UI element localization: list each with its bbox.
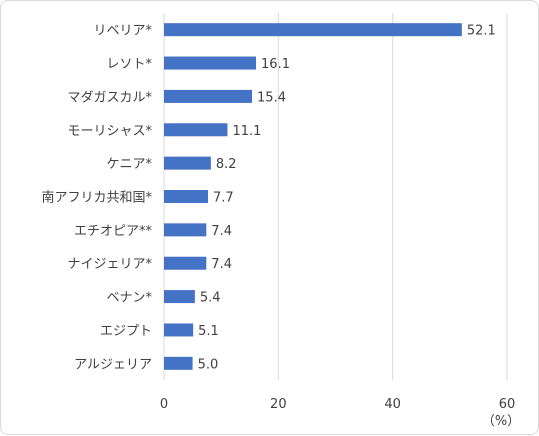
bar-5: [164, 190, 209, 203]
value-label-1: 16.1: [261, 57, 290, 72]
value-label-6: 7.4: [211, 224, 232, 239]
category-labels: リベリア* レソト* マダガスカル* モーリシャス* ケニア* 南アフリカ共和国* エチオピ…: [41, 24, 152, 373]
category-label-8: ベナン*: [106, 291, 152, 306]
bar-10: [164, 356, 193, 370]
x-axis-ticks: 0 20 40 60: [160, 397, 515, 412]
bar-6: [164, 223, 207, 237]
category-label-4: ケニア*: [106, 157, 152, 172]
x-tick-label-60: 60: [499, 397, 516, 412]
category-label-0: リベリア*: [93, 24, 152, 39]
x-tick-label-0: 0: [160, 397, 168, 412]
value-label-10: 5.0: [198, 357, 219, 372]
bar-7: [164, 256, 207, 270]
bar-9: [164, 323, 194, 337]
value-label-0: 52.1: [467, 24, 496, 39]
x-tick-label-20: 20: [270, 397, 287, 412]
value-label-3: 11.1: [232, 124, 261, 139]
x-axis-unit-label: （%）: [482, 414, 520, 429]
value-label-5: 7.7: [213, 191, 234, 206]
value-label-2: 15.4: [257, 90, 286, 105]
bar-4: [164, 156, 211, 170]
category-label-2: マダガスカル*: [67, 90, 152, 105]
bar-2: [164, 89, 253, 103]
bar-1: [164, 56, 257, 70]
bar-8: [164, 290, 195, 304]
x-tick-label-40: 40: [384, 397, 401, 412]
value-label-7: 7.4: [211, 257, 232, 272]
category-label-6: エチオピア**: [74, 224, 153, 239]
bar-0: [164, 23, 462, 37]
value-labels: 52.1 16.1 15.4 11.1 8.2 7.7 7.4 7.4 5.4 5.1 5.0: [198, 24, 496, 373]
category-label-3: モーリシャス*: [67, 124, 152, 139]
value-label-9: 5.1: [198, 324, 219, 339]
category-label-1: レソト*: [106, 57, 152, 72]
category-label-7: ナイジェリア*: [67, 257, 152, 272]
category-label-10: アルジェリア: [74, 357, 152, 372]
bar-3: [164, 123, 228, 137]
value-label-4: 8.2: [216, 157, 237, 172]
value-label-8: 5.4: [200, 291, 221, 306]
bars: [164, 23, 462, 370]
category-label-5: 南アフリカ共和国*: [41, 190, 152, 206]
category-label-9: エジプト: [100, 324, 152, 339]
